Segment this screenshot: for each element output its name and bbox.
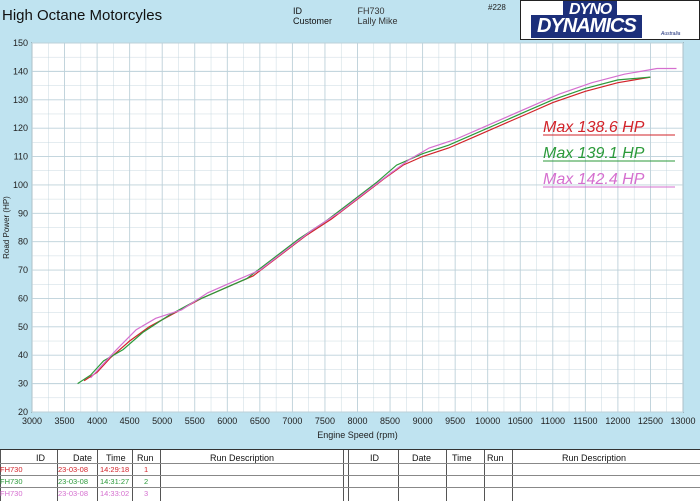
x-tick-label: 12500 [638, 416, 663, 426]
max-annotation: Max 139.1 HP [543, 145, 645, 162]
y-tick-label: 30 [18, 379, 28, 389]
x-tick-label: 5000 [152, 416, 172, 426]
x-tick-label: 5500 [185, 416, 205, 426]
x-tick-label: 11500 [573, 416, 597, 426]
table-header-cell: ID [370, 453, 379, 463]
table-row-divider [0, 487, 700, 488]
table-cell-run: 2 [144, 477, 149, 486]
table-cell-time: 14:31:27 [100, 477, 130, 486]
logo-line1: DYNO [563, 1, 618, 19]
shop-name: High Octane Motorcyles [2, 7, 163, 24]
run-table: ID Date Time Run Run Description ID Date Time Ru… [0, 449, 700, 501]
x-axis-label: Engine Speed (rpm) [317, 430, 398, 440]
y-tick-label: 140 [13, 66, 28, 76]
x-tick-label: 6500 [250, 416, 270, 426]
x-tick-label: 9500 [445, 416, 465, 426]
x-tick-label: 4000 [87, 416, 107, 426]
table-header-cell: Time [452, 453, 472, 463]
logo-line2: DYNAMICS [531, 15, 642, 38]
y-tick-label: 40 [18, 350, 28, 360]
table-cell-run: 3 [144, 489, 149, 498]
y-tick-label: 110 [14, 152, 28, 162]
y-tick-label: 130 [13, 95, 28, 105]
x-tick-label: 3000 [22, 416, 42, 426]
x-tick-labels: 3000 3500 4000 4500 5000 5500 6000 6500 7000 7500… [22, 416, 696, 426]
table-row-divider [0, 475, 700, 476]
customer-row: Customer Lally Mike [293, 16, 398, 26]
max-power-annotations: Max 138.6 HP Max 139.1 HP Max 142.4 HP [543, 119, 675, 188]
table-header-cell: Run [137, 453, 154, 463]
x-tick-label: 11000 [541, 416, 565, 426]
table-cell-id: FH730 [0, 465, 23, 474]
power-chart: 3000 3500 4000 4500 5000 5500 6000 6500 7000 7500… [2, 38, 696, 440]
id-row: ID FH730 [293, 6, 398, 16]
table-cell-date: 23-03-08 [58, 477, 89, 486]
x-tick-label: 4500 [120, 416, 140, 426]
x-tick-label: 10000 [475, 416, 500, 426]
y-tick-label: 50 [18, 322, 28, 332]
table-cell-id: FH730 [0, 489, 23, 498]
customer-value: Lally Mike [357, 16, 398, 26]
x-tick-label: 8500 [380, 416, 400, 426]
logo-sub: Australia [661, 31, 681, 37]
table-cell-id: FH730 [0, 477, 23, 486]
table-header-cell: Run Description [210, 453, 275, 463]
x-tick-label: 10500 [508, 416, 533, 426]
x-tick-label: 9000 [413, 416, 433, 426]
id-value: FH730 [357, 6, 385, 16]
table-header-cell: Run Description [562, 453, 627, 463]
sheet-number: #228 [488, 3, 506, 12]
table-cell-date: 23-03-08 [58, 489, 89, 498]
x-tick-label: 8000 [347, 416, 367, 426]
x-tick-label: 7000 [282, 416, 302, 426]
y-axis-label: Road Power (HP) [2, 196, 11, 259]
table-cell-time: 14:33:02 [100, 489, 130, 498]
customer-label: Customer [293, 16, 333, 26]
table-header-cell: Date [412, 453, 432, 463]
series-lines [77, 67, 677, 385]
grid-lines [31, 42, 684, 413]
dyno-dynamics-logo: DYNO DYNAMICS Australia [520, 0, 700, 40]
y-tick-label: 90 [18, 208, 28, 218]
y-tick-label: 20 [18, 407, 28, 417]
x-tick-label: 12000 [605, 416, 630, 426]
table-header-cell: Date [73, 453, 93, 463]
meta-block: ID FH730 Customer Lally Mike [293, 6, 398, 26]
x-tick-label: 7500 [315, 416, 335, 426]
y-tick-label: 60 [18, 293, 28, 303]
id-label: ID [293, 6, 302, 16]
table-cell-date: 23-03-08 [58, 465, 89, 474]
table-header-cell: Time [106, 453, 126, 463]
max-annotation: Max 142.4 HP [543, 171, 645, 188]
series-line-run-2 [77, 76, 651, 385]
y-tick-label: 100 [13, 180, 28, 190]
series-line-run-3 [90, 67, 677, 379]
y-tick-label: 120 [13, 123, 28, 133]
max-annotation: Max 138.6 HP [543, 119, 645, 136]
x-tick-label: 6000 [217, 416, 237, 426]
table-cell-run: 1 [144, 465, 149, 474]
table-header-cell: ID [36, 453, 45, 463]
y-tick-labels: 20 30 40 50 60 70 80 90 100 110 120 130 140 150 [13, 38, 28, 417]
table-header-cell: Run [487, 453, 504, 463]
y-tick-label: 150 [13, 38, 28, 48]
y-tick-label: 70 [18, 265, 28, 275]
x-tick-label: 13000 [670, 416, 695, 426]
table-cell-time: 14:29:18 [100, 465, 130, 474]
x-tick-label: 3500 [55, 416, 75, 426]
report-header: High Octane Motorcyles ID FH730 Customer… [0, 0, 700, 40]
y-tick-label: 80 [18, 237, 28, 247]
table-row-divider [0, 463, 700, 464]
